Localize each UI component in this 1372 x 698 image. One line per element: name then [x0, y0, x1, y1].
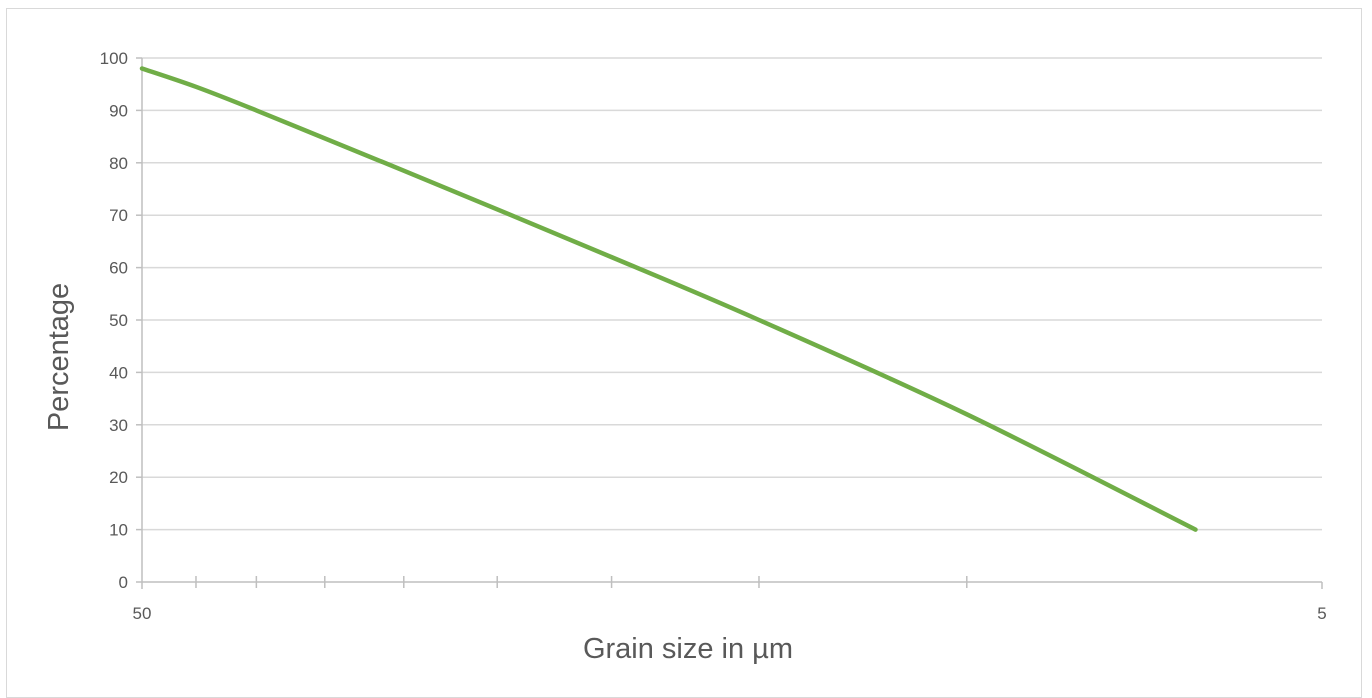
- y-tick-label: 20: [109, 468, 128, 487]
- y-axis-title: Percentage: [43, 283, 75, 431]
- y-tick-label: 0: [119, 573, 128, 592]
- gridlines: [142, 57, 1322, 531]
- y-tick-label: 60: [109, 259, 128, 278]
- series-layer: [139, 66, 1198, 532]
- line-chart: 0 10 20 30 40 50 60 70 80 90 100 50 5 Grain size in …: [43, 49, 1327, 665]
- y-tick-label: 70: [109, 206, 128, 225]
- y-tick-label: 30: [109, 416, 128, 435]
- tick-labels: 0 10 20 30 40 50 60 70 80 90 100 50 5: [100, 49, 1327, 623]
- y-tick-label: 90: [109, 101, 128, 120]
- series-line: [139, 66, 1198, 532]
- chart-frame: [6, 8, 1362, 698]
- y-tick-label: 40: [109, 363, 128, 382]
- y-tick-label: 10: [109, 521, 128, 540]
- x-tick-label: 50: [133, 604, 152, 623]
- axes: [136, 57, 1323, 589]
- y-tick-label: 50: [109, 311, 128, 330]
- x-tick-label: 5: [1317, 604, 1326, 623]
- y-tick-label: 80: [109, 154, 128, 173]
- x-axis-title: Grain size in µm: [583, 633, 793, 665]
- y-tick-label: 100: [100, 49, 128, 68]
